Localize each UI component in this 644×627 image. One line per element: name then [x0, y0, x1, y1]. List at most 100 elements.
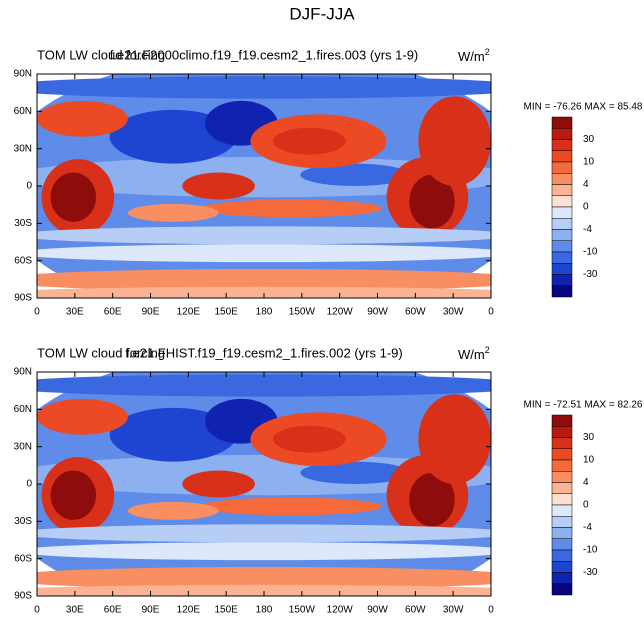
colorbar-label: 30	[583, 134, 595, 145]
colorbar-box	[551, 173, 573, 185]
field-blob	[37, 244, 491, 263]
colorbar-label: 4	[583, 179, 589, 190]
colorbar-box	[551, 516, 573, 528]
field-blob	[418, 96, 491, 186]
field-blob	[200, 199, 383, 218]
field-blob	[37, 374, 491, 397]
colorbar-box	[551, 549, 573, 562]
units-sup: 2	[485, 47, 490, 57]
colorbar-box	[551, 482, 573, 494]
map-field	[37, 372, 491, 596]
colorbar-box	[551, 437, 573, 449]
colorbar-box	[551, 285, 573, 298]
field-blob	[37, 542, 491, 561]
lon-label: 60W	[405, 605, 426, 616]
lat-label: 0	[26, 181, 32, 192]
colorbar-box	[551, 561, 573, 573]
colorbar-box	[551, 139, 573, 151]
colorbar-label: -30	[583, 567, 598, 578]
lat-label: 60N	[14, 404, 32, 415]
units: W/m2	[458, 345, 490, 362]
panel-center-title: f.e21.F2000climo.f19_f19.cesm2_1.fires.0…	[110, 47, 419, 62]
colorbar-label: -4	[583, 522, 592, 533]
colorbar-box	[551, 184, 573, 196]
field-blob	[37, 268, 491, 292]
lon-label: 90E	[142, 605, 160, 616]
colorbar-label: 10	[583, 455, 595, 466]
figure-title: DJF-JJA	[289, 4, 355, 23]
lon-label: 30E	[66, 307, 84, 318]
lon-label: 30W	[443, 307, 464, 318]
field-blob	[418, 394, 491, 485]
colorbar-box	[551, 459, 573, 472]
colorbar-box	[551, 116, 573, 129]
lat-label: 90S	[14, 293, 32, 304]
lon-label: 90W	[367, 307, 388, 318]
field-blob	[37, 566, 491, 590]
field-blob	[50, 470, 97, 520]
colorbar-box	[551, 426, 573, 438]
lon-label: 60E	[104, 307, 122, 318]
field-blob	[273, 425, 346, 453]
field-blob	[37, 398, 128, 435]
lat-label: 0	[26, 479, 32, 490]
colorbar-box	[551, 493, 573, 506]
colorbar-box	[551, 251, 573, 264]
colorbar-box	[551, 263, 573, 275]
lat-label: 30S	[14, 218, 32, 229]
colorbar-label: 0	[583, 202, 589, 213]
stats: MIN = -72.51 MAX = 82.26	[524, 400, 643, 411]
colorbar-label: 30	[583, 432, 595, 443]
colorbar-label: -10	[583, 545, 598, 556]
units-sup: 2	[485, 345, 490, 355]
lon-label: 0	[34, 307, 40, 318]
lon-label: 150W	[289, 605, 316, 616]
lon-label: 120E	[177, 605, 201, 616]
colorbar-box	[551, 195, 573, 208]
lat-label: 90S	[14, 591, 32, 602]
lat-label: 90N	[14, 69, 32, 80]
lon-label: 120W	[327, 605, 354, 616]
colorbar-box	[551, 583, 573, 596]
field-blob	[37, 100, 128, 137]
field-blob	[127, 501, 219, 520]
field-blob	[273, 127, 346, 155]
lat-label: 30S	[14, 516, 32, 527]
colorbar-box	[551, 274, 573, 286]
colorbar-box	[551, 229, 573, 241]
colorbar-label: 4	[583, 477, 589, 488]
field-blob	[200, 497, 383, 516]
lon-label: 120E	[177, 307, 201, 318]
colorbar-box	[551, 218, 573, 230]
colorbar-box	[551, 414, 573, 427]
units-text: W/m	[458, 347, 485, 362]
field-blob	[182, 172, 255, 200]
colorbar-box	[551, 504, 573, 517]
field-blob	[409, 472, 455, 527]
colorbar-label: -30	[583, 269, 598, 280]
field-blob	[37, 226, 491, 245]
colorbar-box	[551, 471, 573, 483]
field-blob	[50, 172, 97, 222]
lon-label: 150E	[214, 307, 238, 318]
field-blob	[127, 203, 219, 222]
colorbar-box	[551, 206, 573, 219]
colorbar-label: -4	[583, 224, 592, 235]
units: W/m2	[458, 47, 490, 64]
lat-label: 60S	[14, 255, 32, 266]
lat-label: 30N	[14, 441, 32, 452]
lon-label: 0	[488, 307, 494, 318]
colorbar-label: 0	[583, 500, 589, 511]
field-blob	[409, 174, 455, 229]
field-blob	[300, 461, 410, 484]
lon-label: 0	[488, 605, 494, 616]
lat-label: 60S	[14, 553, 32, 564]
panel-left-title: TOM LW cloud forcing	[37, 47, 165, 62]
lat-label: 60N	[14, 106, 32, 117]
lon-label: 150W	[289, 307, 316, 318]
lon-label: 120W	[327, 307, 354, 318]
lat-label: 90N	[14, 367, 32, 378]
colorbar-box	[551, 240, 573, 253]
colorbar-box	[551, 150, 573, 163]
